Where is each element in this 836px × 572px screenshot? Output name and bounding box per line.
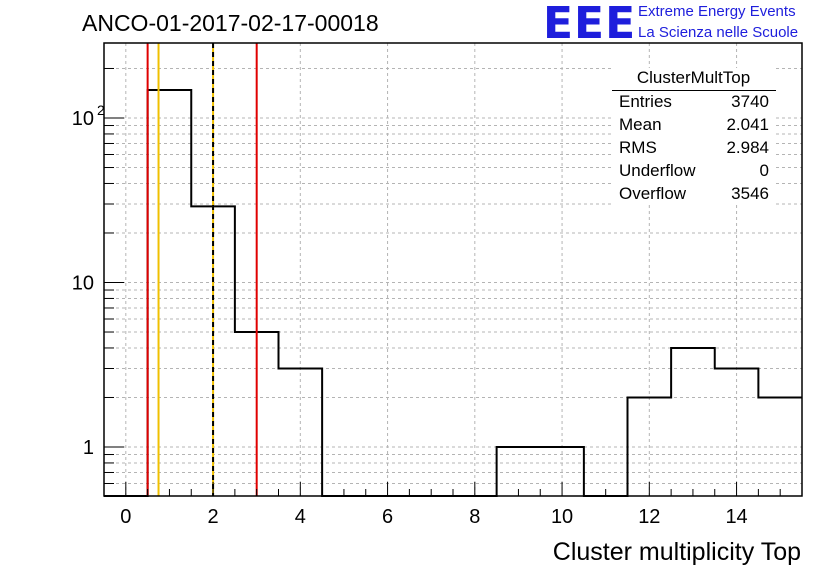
logo-line-1: Extreme Energy Events	[638, 3, 796, 20]
stats-value: 3740	[731, 92, 769, 111]
stats-row-rms: RMS 2.984	[619, 138, 769, 161]
y-tick-label: 10	[72, 108, 94, 130]
x-tick-label: 6	[382, 506, 393, 528]
x-tick-label: 8	[469, 506, 480, 528]
logo-line-2: La Scienza nelle Scuole	[638, 24, 799, 41]
y-tick-label: 1	[83, 437, 94, 459]
x-tick-label: 0	[120, 506, 131, 528]
stats-row-overflow: Overflow 3546	[619, 184, 769, 207]
stats-key: Underflow	[619, 161, 696, 180]
stats-key: Mean	[619, 115, 662, 134]
y-tick-label-exponent: 2	[97, 102, 105, 118]
stats-value: 3546	[731, 184, 769, 203]
histogram-bin	[148, 90, 192, 496]
x-axis-label: Cluster multiplicity Top	[553, 538, 801, 566]
x-tick-label: 2	[208, 506, 219, 528]
x-axis-ticks: 0 2 4 6 8 10 12 14	[103, 482, 803, 528]
stats-row-underflow: Underflow 0	[619, 161, 769, 184]
histogram-bin	[671, 348, 715, 496]
stats-value: 0	[759, 161, 769, 180]
stats-title: ClusterMultTop	[636, 68, 751, 87]
stats-key: RMS	[619, 138, 657, 157]
stats-box: ClusterMultTop Entries 3740 Mean 2.041 R…	[611, 68, 776, 205]
stats-value: 2.984	[726, 138, 769, 157]
stats-row-mean: Mean 2.041	[619, 115, 769, 138]
stats-divider	[612, 90, 776, 91]
x-tick-label: 4	[295, 506, 306, 528]
x-tick-label: 14	[725, 506, 747, 528]
grid	[104, 43, 802, 496]
x-tick-label: 10	[551, 506, 573, 528]
reference-lines	[146, 43, 258, 496]
stats-key: Overflow	[619, 184, 687, 203]
eee-logo: EEE	[543, 0, 637, 49]
stats-row-entries: Entries 3740	[619, 92, 769, 115]
run-title: ANCO-01-2017-02-17-00018	[82, 10, 379, 36]
stats-value: 2.041	[726, 115, 769, 134]
stats-key: Entries	[619, 92, 672, 111]
y-tick-label: 10	[72, 273, 94, 295]
x-tick-label: 12	[638, 506, 660, 528]
